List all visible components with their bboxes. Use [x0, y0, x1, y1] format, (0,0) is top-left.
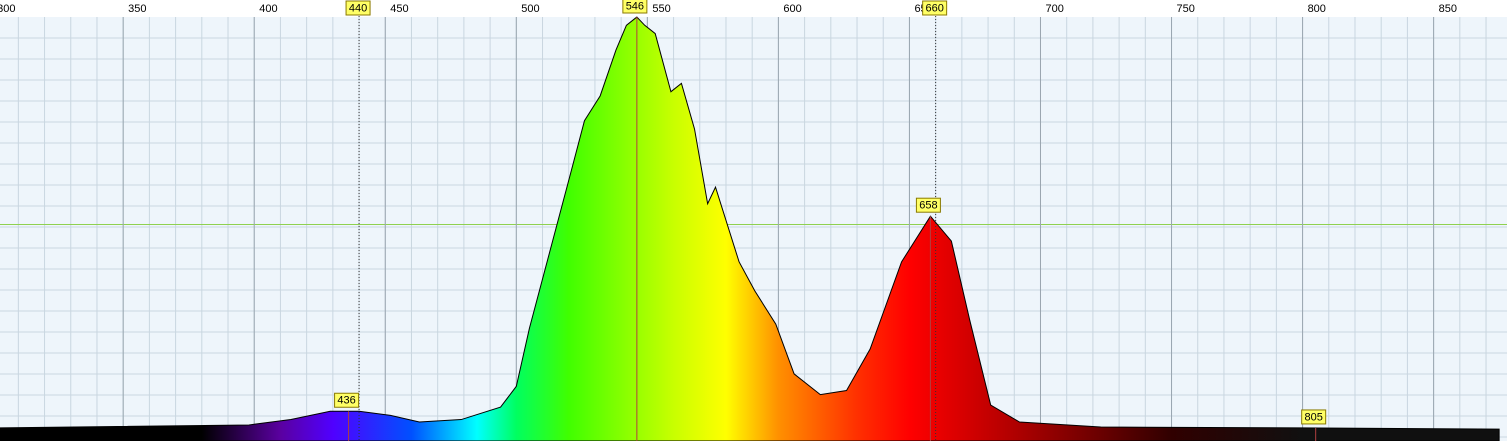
- marker-box: [915, 197, 941, 213]
- x-tick-label: 550: [652, 3, 670, 15]
- marker-label: 436: [337, 395, 355, 407]
- x-tick-label: 600: [783, 3, 801, 15]
- x-tick-label: 700: [1045, 3, 1063, 15]
- x-tick-label: 450: [390, 3, 408, 15]
- marker-box: [622, 0, 648, 14]
- x-tick-label: 350: [128, 3, 146, 15]
- x-tick-label: 800: [1308, 3, 1326, 15]
- marker-label: 660: [925, 2, 943, 14]
- marker-label: 805: [1304, 411, 1322, 423]
- x-tick-label: 750: [1177, 3, 1195, 15]
- axis-strip: [0, 0, 1507, 17]
- x-tick-label: 500: [521, 3, 539, 15]
- marker-box: [1301, 409, 1327, 425]
- x-tick-label: 300: [0, 3, 15, 15]
- marker-label: 440: [349, 2, 367, 14]
- marker-box: [345, 0, 371, 16]
- marker-label: 546: [626, 0, 644, 12]
- marker-box: [334, 392, 360, 408]
- marker-label: 658: [919, 200, 937, 212]
- marker-box: [922, 0, 948, 16]
- spectrum-area: [0, 16, 1500, 441]
- x-tick-label: 400: [259, 3, 277, 15]
- x-tick-label: 850: [1439, 3, 1457, 15]
